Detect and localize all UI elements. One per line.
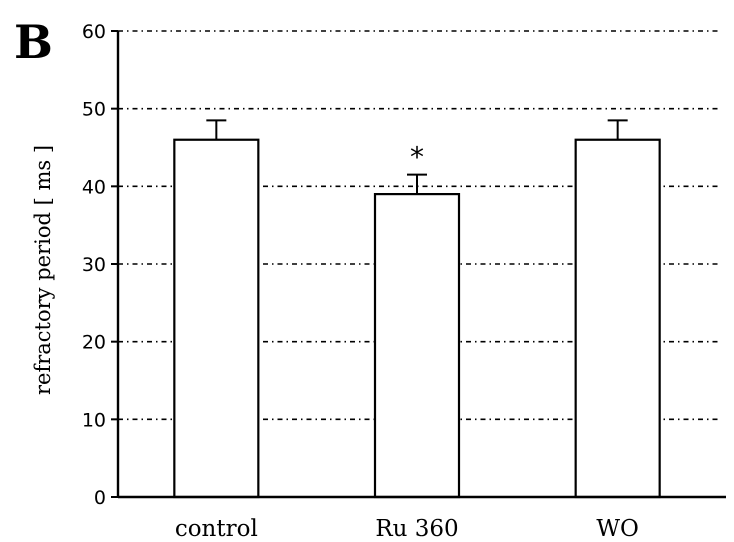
significance-asterisk: * — [410, 141, 424, 174]
y-tick-label: 0 — [94, 487, 106, 509]
y-tick-label: 60 — [82, 21, 106, 43]
y-tick-label: 10 — [82, 409, 106, 431]
bar — [373, 193, 461, 499]
y-tick-label: 30 — [82, 254, 106, 276]
x-tick-labels: control Ru 360 WO — [175, 516, 639, 542]
bars: * — [173, 119, 661, 499]
y-ticks: 0 10 20 30 40 50 60 — [82, 21, 118, 509]
x-tick-label: Ru 360 — [375, 516, 458, 542]
y-tick-label: 20 — [82, 332, 106, 354]
y-tick-label: 40 — [82, 176, 106, 198]
panel-label: B — [14, 15, 53, 69]
bar — [173, 138, 260, 499]
bar — [574, 138, 661, 499]
x-tick-label: control — [175, 516, 258, 542]
y-tick-label: 50 — [82, 99, 106, 121]
x-tick-label: WO — [596, 516, 639, 542]
y-axis-title: refractory period [ ms ] — [31, 145, 55, 395]
